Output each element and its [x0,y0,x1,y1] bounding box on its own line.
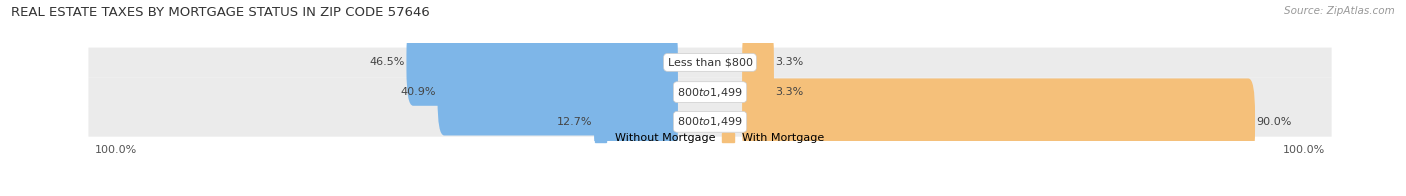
Text: Less than $800: Less than $800 [668,57,752,67]
Legend: Without Mortgage, With Mortgage: Without Mortgage, With Mortgage [595,133,825,143]
FancyBboxPatch shape [89,48,1331,77]
Text: 90.0%: 90.0% [1257,117,1292,127]
FancyBboxPatch shape [437,49,678,135]
FancyBboxPatch shape [595,78,678,165]
FancyBboxPatch shape [406,19,678,106]
Text: 46.5%: 46.5% [370,57,405,67]
Text: REAL ESTATE TAXES BY MORTGAGE STATUS IN ZIP CODE 57646: REAL ESTATE TAXES BY MORTGAGE STATUS IN … [11,6,430,19]
FancyBboxPatch shape [742,49,773,135]
Text: Source: ZipAtlas.com: Source: ZipAtlas.com [1284,6,1395,16]
FancyBboxPatch shape [742,78,1256,165]
Text: $800 to $1,499: $800 to $1,499 [678,86,742,99]
Text: 3.3%: 3.3% [776,87,804,97]
Text: $800 to $1,499: $800 to $1,499 [678,115,742,128]
FancyBboxPatch shape [89,77,1331,107]
Text: 12.7%: 12.7% [557,117,592,127]
FancyBboxPatch shape [742,19,773,106]
Text: 3.3%: 3.3% [776,57,804,67]
FancyBboxPatch shape [89,107,1331,137]
Text: 40.9%: 40.9% [401,87,436,97]
